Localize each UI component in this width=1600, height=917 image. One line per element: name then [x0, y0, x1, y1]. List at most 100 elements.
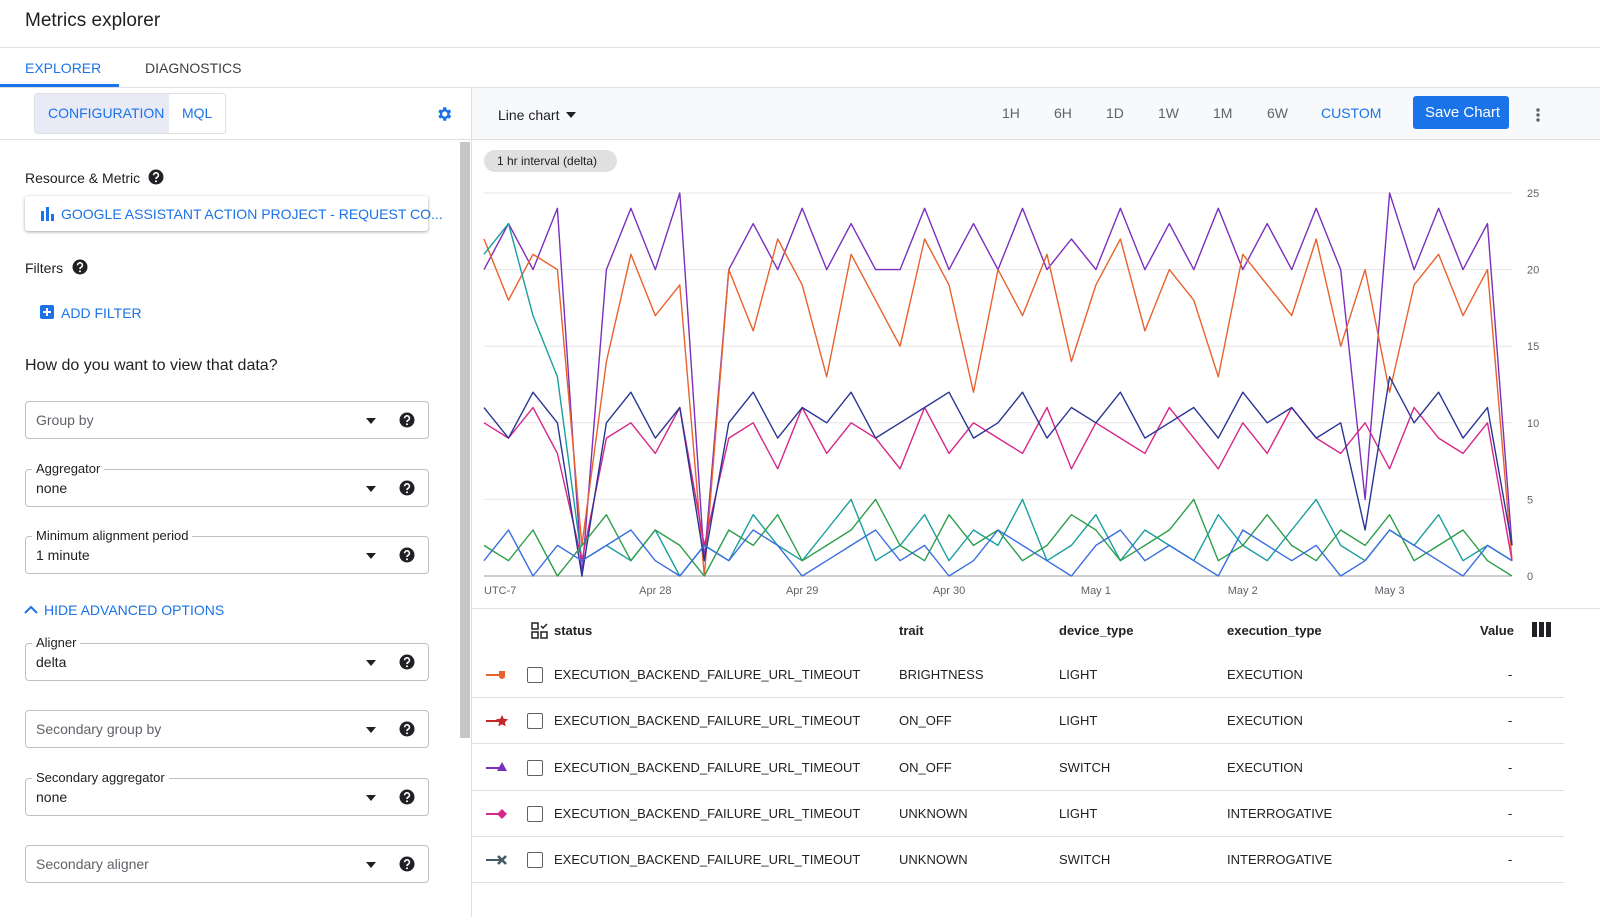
dropdown-arrow — [366, 862, 376, 868]
mode-button[interactable]: MQL — [182, 105, 213, 121]
row-checkbox[interactable] — [527, 713, 543, 730]
row-checkbox[interactable] — [527, 667, 543, 683]
y-tick-label: 20 — [1527, 265, 1539, 277]
help-glyph — [403, 859, 411, 867]
mode-active-bg — [35, 94, 169, 133]
help-glyph — [403, 415, 411, 423]
series-line — [483, 406, 1513, 562]
range-button[interactable]: 6W — [1267, 105, 1288, 121]
tab-bar — [0, 48, 1600, 88]
help-icon[interactable] — [399, 480, 415, 496]
field-placeholder: Secondary group by — [36, 721, 162, 737]
row-checkbox[interactable] — [527, 852, 543, 868]
help-dot — [406, 491, 408, 494]
help-circle — [399, 480, 415, 496]
settings-icon[interactable] — [435, 105, 453, 123]
custom-range-button[interactable]: CUSTOM — [1321, 105, 1382, 121]
series-line — [483, 238, 1513, 577]
table-cell: ON_OFF — [899, 713, 952, 729]
table-cell: BRIGHTNESS — [899, 667, 984, 682]
range-button[interactable]: 1M — [1213, 105, 1233, 121]
select-field[interactable]: Aligner delta — [25, 635, 429, 681]
arrow-shape — [366, 486, 376, 492]
add-filter-button[interactable]: ADD FILTER — [61, 305, 142, 321]
help-icon[interactable] — [148, 169, 164, 185]
series-marker — [486, 808, 507, 819]
select-field[interactable]: Group by — [25, 401, 429, 439]
help-glyph — [403, 550, 411, 558]
tab[interactable]: DIAGNOSTICS — [145, 60, 242, 76]
field-value: none — [36, 480, 68, 496]
mode-toggle — [34, 93, 226, 134]
field-value: 1 minute — [36, 547, 90, 563]
table-cell: EXECUTION_BACKEND_FAILURE_URL_TIMEOUT — [554, 852, 861, 867]
help-circle — [399, 654, 415, 670]
more-menu-icon[interactable] — [1535, 107, 1541, 123]
scrollbar[interactable] — [460, 142, 470, 738]
table-cell: SWITCH — [1059, 852, 1111, 867]
save-chart-button[interactable] — [1413, 96, 1509, 129]
range-button[interactable]: 1W — [1158, 105, 1179, 121]
left-panel-border — [471, 88, 472, 917]
page-title: Metrics explorer — [25, 10, 161, 31]
table-cell: EXECUTION_BACKEND_FAILURE_URL_TIMEOUT — [554, 805, 861, 821]
help-circle — [399, 721, 415, 737]
select-field[interactable]: Aggregator none — [25, 461, 429, 507]
tab-underline — [0, 84, 119, 87]
help-icon[interactable] — [399, 789, 415, 805]
chart: 0 5 10 15 20 25 UTC-7 Apr 28 Apr 29 Apr 30 May 1 Ma… — [483, 188, 1539, 597]
range-button[interactable]: 6H — [1054, 105, 1072, 121]
y-tick-label: 5 — [1527, 494, 1533, 506]
range-button[interactable]: 1H — [1002, 105, 1020, 121]
marker-shape — [497, 855, 507, 865]
help-glyph — [76, 262, 84, 270]
help-icon[interactable] — [399, 412, 415, 428]
toolbar — [472, 88, 1600, 140]
table-cell: EXECUTION_BACKEND_FAILURE_URL_TIMEOUT — [554, 759, 861, 775]
header-bar — [0, 0, 1600, 48]
select-field[interactable]: Secondary group by — [25, 710, 429, 748]
column-header: trait — [899, 623, 924, 638]
tab[interactable]: EXPLORER — [25, 60, 102, 76]
columns-icon[interactable] — [1532, 622, 1551, 637]
field-label: Minimum alignment period — [32, 528, 193, 543]
column-picker-icon[interactable] — [531, 622, 549, 640]
row-checkbox[interactable] — [527, 759, 543, 776]
help-icon[interactable] — [399, 856, 415, 872]
x-tick-label: Apr 29 — [786, 585, 818, 597]
select-field[interactable]: Minimum alignment period 1 minute — [25, 528, 429, 574]
help-icon[interactable] — [399, 654, 415, 670]
select-field[interactable]: Secondary aligner — [25, 845, 429, 883]
series-marker — [486, 715, 508, 727]
arrow-shape — [366, 660, 376, 666]
table-top-border — [472, 608, 1600, 609]
help-dot — [406, 423, 408, 426]
mode-button[interactable]: CONFIGURATION — [48, 105, 165, 121]
table-cell: EXECUTION_BACKEND_FAILURE_URL_TIMEOUT — [554, 667, 861, 682]
arrow-shape — [366, 795, 376, 801]
dropdown-arrow — [366, 486, 376, 492]
marker-shape — [497, 761, 507, 771]
series-line — [483, 376, 1513, 577]
interval-chip-label: 1 hr interval (delta) — [497, 154, 598, 168]
row-divider — [472, 743, 1564, 745]
chart-type-select[interactable]: Line chart — [498, 107, 560, 123]
field-value: none — [36, 789, 68, 805]
help-circle — [399, 547, 415, 563]
help-icon[interactable] — [399, 547, 415, 563]
field-label: Secondary aggregator — [32, 770, 169, 785]
marker-shape — [499, 671, 505, 679]
row-checkbox[interactable] — [527, 805, 543, 822]
bar-chart-icon — [41, 207, 54, 221]
help-dot — [406, 732, 408, 735]
help-icon[interactable] — [399, 721, 415, 737]
range-button[interactable]: 1D — [1106, 105, 1124, 121]
table-cell: - — [1508, 852, 1513, 867]
select-field[interactable]: Secondary aggregator none — [25, 770, 429, 816]
table-cell: INTERROGATIVE — [1227, 805, 1333, 821]
advanced-toggle[interactable]: HIDE ADVANCED OPTIONS — [44, 602, 225, 618]
field-placeholder: Secondary aligner — [36, 856, 149, 872]
help-icon[interactable] — [72, 259, 88, 275]
